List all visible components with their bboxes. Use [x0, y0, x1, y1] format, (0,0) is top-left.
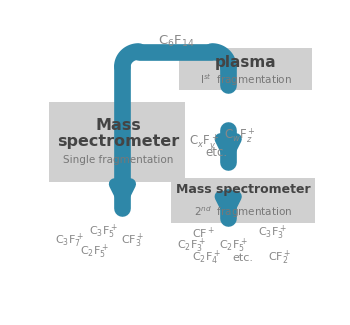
- Text: C$_2$F$_3^+$: C$_2$F$_3^+$: [177, 236, 205, 254]
- Text: C$_x$F$_y^+$: C$_x$F$_y^+$: [189, 133, 219, 153]
- Text: plasma: plasma: [215, 55, 276, 70]
- Text: I$^{st}$  fragmentation: I$^{st}$ fragmentation: [200, 72, 292, 88]
- Text: C$_3$F$_5^+$: C$_3$F$_5^+$: [89, 223, 117, 241]
- Text: CF$^+$: CF$^+$: [193, 225, 216, 240]
- FancyBboxPatch shape: [171, 178, 315, 223]
- Text: etc.: etc.: [232, 253, 253, 263]
- Text: C$_3$F$_3^+$: C$_3$F$_3^+$: [258, 224, 287, 242]
- Text: 2$^{nd}$  fragmentation: 2$^{nd}$ fragmentation: [194, 204, 292, 220]
- Text: C$_2$F$_5^+$: C$_2$F$_5^+$: [219, 236, 247, 254]
- Text: C$_2$F$_4^+$: C$_2$F$_4^+$: [191, 249, 220, 267]
- Text: C$_w$F$_z^+$: C$_w$F$_z^+$: [224, 126, 256, 145]
- Text: CF$_2^+$: CF$_2^+$: [267, 249, 291, 267]
- Text: Mass spectrometer: Mass spectrometer: [176, 183, 310, 196]
- Text: etc.: etc.: [205, 146, 227, 159]
- FancyBboxPatch shape: [49, 101, 185, 182]
- Text: Single fragmentation: Single fragmentation: [63, 155, 174, 165]
- Text: CF$_3^+$: CF$_3^+$: [121, 231, 145, 250]
- Text: C$_2$F$_5^+$: C$_2$F$_5^+$: [80, 242, 109, 261]
- Text: Mass
spectrometer: Mass spectrometer: [57, 118, 180, 149]
- FancyBboxPatch shape: [179, 48, 312, 90]
- Text: C$_3$F$_7^+$: C$_3$F$_7^+$: [55, 231, 83, 250]
- Text: C$_6$F$_{14}$: C$_6$F$_{14}$: [158, 34, 195, 49]
